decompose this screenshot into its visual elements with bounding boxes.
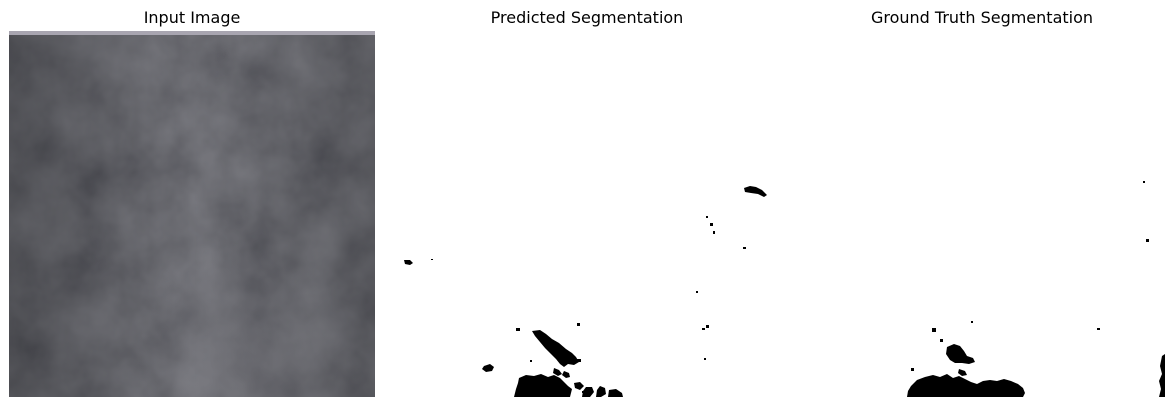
ground-truth-segmentation-title: Ground Truth Segmentation <box>870 8 1094 27</box>
ground-truth-segmentation-panel: Ground Truth Segmentation <box>799 0 1165 407</box>
input-image-panel: Input Image <box>9 0 375 407</box>
predicted-segmentation-panel: Predicted Segmentation <box>404 0 770 407</box>
input-image <box>9 31 375 397</box>
predicted-mask-regions <box>404 186 767 397</box>
ground-truth-segmentation-mask <box>799 31 1165 397</box>
ground-truth-mask-regions <box>907 181 1165 397</box>
input-image-top-strip <box>9 31 375 35</box>
predicted-segmentation-mask <box>404 31 770 397</box>
input-image-title: Input Image <box>143 8 241 27</box>
predicted-mask-background <box>404 31 770 397</box>
predicted-segmentation-title: Predicted Segmentation <box>490 8 684 27</box>
ground-truth-mask-background <box>799 31 1165 397</box>
